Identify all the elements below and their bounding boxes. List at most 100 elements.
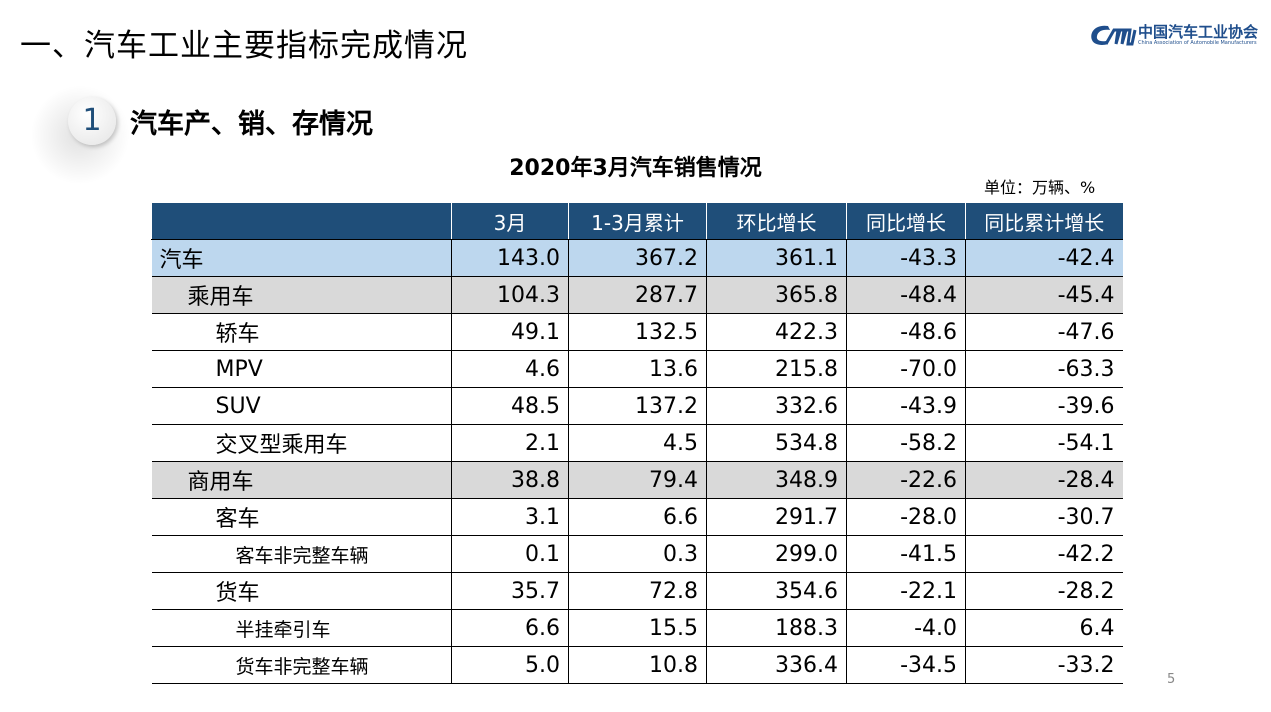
table-cell: 3.1: [451, 498, 569, 536]
column-header: 3月: [451, 203, 569, 240]
table-cell: 354.6: [706, 572, 847, 610]
unit-label: 单位：万辆、%: [984, 178, 1096, 197]
table-cell: 10.8: [568, 646, 707, 684]
table-cell: 104.3: [451, 276, 569, 314]
table-cell: -41.5: [846, 535, 966, 573]
table-cell: 6.6: [568, 498, 707, 536]
table-cell: -4.0: [846, 609, 966, 647]
table-cell: 38.8: [451, 461, 569, 499]
row-label: 商用车: [151, 461, 452, 499]
table-cell: -28.0: [846, 498, 966, 536]
table-cell: 49.1: [451, 313, 569, 351]
table-cell: 79.4: [568, 461, 707, 499]
table-cell: 143.0: [451, 239, 569, 277]
table-row: 半挂牵引车 6.6 15.5 188.3 -4.0 6.4: [151, 609, 1123, 647]
table-cell: 361.1: [706, 239, 847, 277]
table-cell: -34.5: [846, 646, 966, 684]
table-row: SUV 48.5 137.2 332.6 -43.9 -39.6: [151, 387, 1123, 425]
table-cell: -42.2: [965, 535, 1123, 573]
table-row: 货车 35.7 72.8 354.6 -22.1 -28.2: [151, 572, 1123, 610]
table-cell: -43.3: [846, 239, 966, 277]
table-cell: 332.6: [706, 387, 847, 425]
table-cell: 348.9: [706, 461, 847, 499]
table-cell: 422.3: [706, 313, 847, 351]
table-cell: 6.6: [451, 609, 569, 647]
table-row: 客车 3.1 6.6 291.7 -28.0 -30.7: [151, 498, 1123, 536]
column-header: 1-3月累计: [568, 203, 707, 240]
column-header: 环比增长: [706, 203, 847, 240]
row-label: 货车: [151, 572, 452, 610]
table-cell: -22.1: [846, 572, 966, 610]
row-label: 货车非完整车辆: [151, 646, 452, 684]
table-row: 商用车 38.8 79.4 348.9 -22.6 -28.4: [151, 461, 1123, 499]
table-cell: 15.5: [568, 609, 707, 647]
row-label: 轿车: [151, 313, 452, 351]
table-title-wrap: 2020年3月汽车销售情况: [0, 150, 1271, 182]
table-cell: 5.0: [451, 646, 569, 684]
table-cell: 0.1: [451, 535, 569, 573]
table-row: 乘用车 104.3 287.7 365.8 -48.4 -45.4: [151, 276, 1123, 314]
logo-text-cn: 中国汽车工业协会: [1138, 23, 1259, 41]
table-row: 汽车 143.0 367.2 361.1 -43.3 -42.4: [151, 239, 1123, 277]
table-row: MPV 4.6 13.6 215.8 -70.0 -63.3: [151, 350, 1123, 388]
table-cell: 336.4: [706, 646, 847, 684]
row-label: 半挂牵引车: [151, 609, 452, 647]
table-cell: 367.2: [568, 239, 707, 277]
table-cell: 4.6: [451, 350, 569, 388]
sales-table: 3月 1-3月累计 环比增长 同比增长 同比累计增长 汽车 143.0 367.2 361.1…: [151, 203, 1123, 684]
table-cell: -33.2: [965, 646, 1123, 684]
caam-logo: 中国汽车工业协会 China Association of Automobile…: [1088, 22, 1258, 48]
table-title: 2020年3月汽车销售情况: [509, 156, 762, 181]
table-cell: 0.3: [568, 535, 707, 573]
table-cell: -22.6: [846, 461, 966, 499]
section-number-badge: 1: [68, 97, 116, 145]
table-cell: -70.0: [846, 350, 966, 388]
table-cell: 132.5: [568, 313, 707, 351]
table-cell: -28.2: [965, 572, 1123, 610]
row-label: 交叉型乘用车: [151, 424, 452, 462]
caam-logo-icon: [1091, 25, 1137, 46]
table-row: 交叉型乘用车 2.1 4.5 534.8 -58.2 -54.1: [151, 424, 1123, 462]
row-label: 客车: [151, 498, 452, 536]
table-cell: 534.8: [706, 424, 847, 462]
table-cell: -42.4: [965, 239, 1123, 277]
column-header: [151, 203, 452, 240]
row-label: 乘用车: [151, 276, 452, 314]
table-cell: 365.8: [706, 276, 847, 314]
table-cell: 2.1: [451, 424, 569, 462]
column-header: 同比累计增长: [965, 203, 1123, 240]
table-cell: -48.4: [846, 276, 966, 314]
section-title: 汽车产、销、存情况: [130, 109, 373, 140]
table-cell: 299.0: [706, 535, 847, 573]
row-label: 汽车: [151, 239, 452, 277]
column-header: 同比增长: [846, 203, 966, 240]
table-cell: 287.7: [568, 276, 707, 314]
table-row: 客车非完整车辆 0.1 0.3 299.0 -41.5 -42.2: [151, 535, 1123, 573]
table-header-row: 3月 1-3月累计 环比增长 同比增长 同比累计增长: [151, 203, 1123, 240]
row-label: 客车非完整车辆: [151, 535, 452, 573]
page-title: 一、汽车工业主要指标完成情况: [20, 28, 468, 64]
row-label: MPV: [151, 350, 452, 388]
table-cell: 4.5: [568, 424, 707, 462]
table-cell: 13.6: [568, 350, 707, 388]
table-row: 货车非完整车辆 5.0 10.8 336.4 -34.5 -33.2: [151, 646, 1123, 684]
table-cell: 48.5: [451, 387, 569, 425]
table-cell: -63.3: [965, 350, 1123, 388]
table-cell: 35.7: [451, 572, 569, 610]
table-cell: 72.8: [568, 572, 707, 610]
logo-text-en: China Association of Automobile Manufact…: [1138, 40, 1257, 46]
table-cell: -43.9: [846, 387, 966, 425]
table-cell: 215.8: [706, 350, 847, 388]
table-cell: 291.7: [706, 498, 847, 536]
table-row: 轿车 49.1 132.5 422.3 -48.6 -47.6: [151, 313, 1123, 351]
table-cell: -45.4: [965, 276, 1123, 314]
table-cell: -30.7: [965, 498, 1123, 536]
table-cell: -47.6: [965, 313, 1123, 351]
table-cell: 6.4: [965, 609, 1123, 647]
row-label: SUV: [151, 387, 452, 425]
table-cell: 188.3: [706, 609, 847, 647]
table-cell: -54.1: [965, 424, 1123, 462]
page-number: 5: [1167, 672, 1176, 687]
table-cell: -28.4: [965, 461, 1123, 499]
